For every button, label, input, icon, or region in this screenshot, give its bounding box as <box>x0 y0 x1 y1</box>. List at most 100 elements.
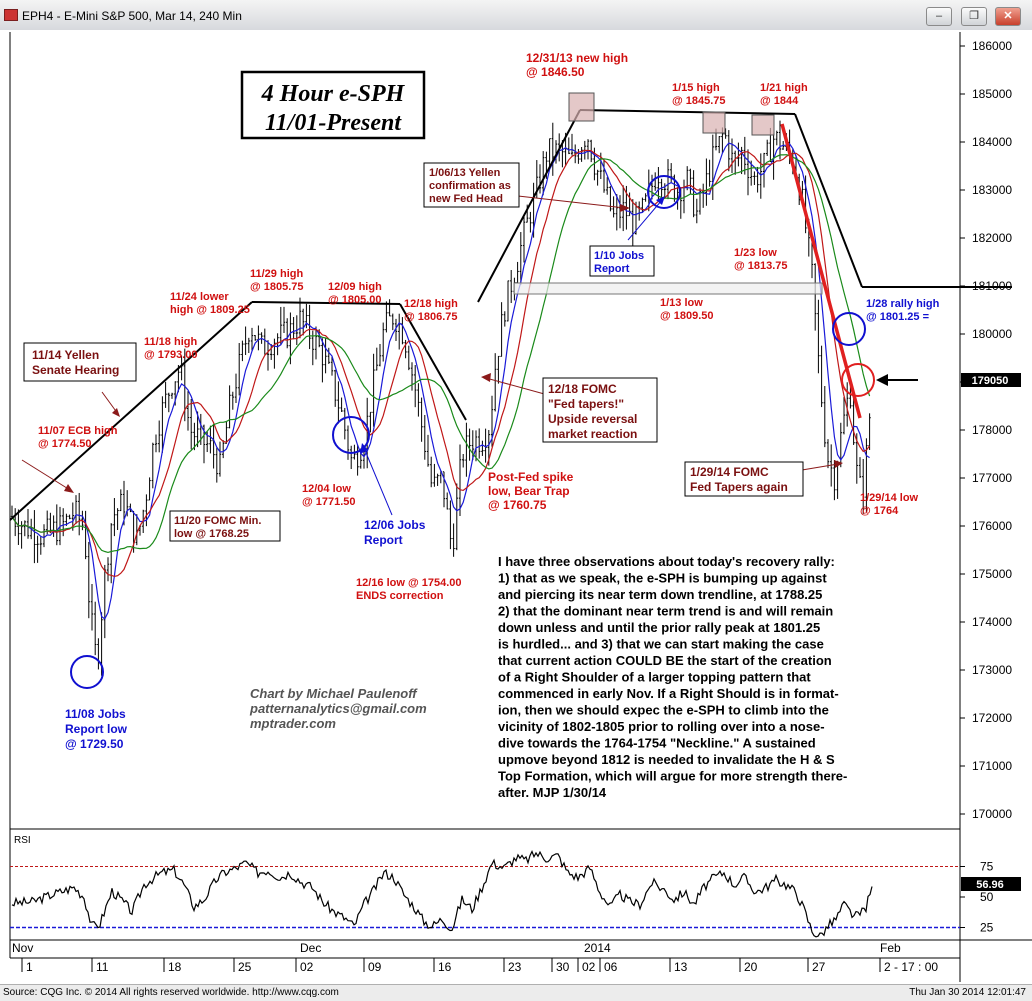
annotation-dec06_jobs: 12/06 Jobs Report <box>364 518 426 547</box>
annotations: 11/07 ECB high @ 1774.50 11/08 Jobs Report … <box>32 51 940 800</box>
jan28-circle <box>832 312 866 346</box>
y-tick-label: 170000 <box>972 807 1012 821</box>
left-shoulder-trendline <box>9 301 253 521</box>
y-tick-label: 176000 <box>972 519 1012 533</box>
annotation-jan29_fomc: 1/29/14 FOMC Fed Tapers again <box>690 465 788 494</box>
annotation-postfed: Post-Fed spike low, Bear Trap @ 1760.75 <box>488 470 574 512</box>
pattern-lines <box>9 92 1012 521</box>
jan06-box <box>423 162 520 208</box>
y-tick-label: 171000 <box>972 759 1012 773</box>
nov14-box <box>23 342 137 382</box>
rsi-last-label: 56.96 <box>976 879 1004 891</box>
last-price-box <box>961 373 1021 387</box>
x-month-label: Feb <box>880 941 901 955</box>
ma-fast <box>11 142 870 620</box>
minimize-button[interactable]: – <box>926 7 952 26</box>
x-day-label: 06 <box>604 960 618 974</box>
chart-app-icon <box>4 9 18 21</box>
dec18-fomc-box <box>542 377 658 443</box>
y-tick-label: 178000 <box>972 423 1012 437</box>
y-tick-label: 180000 <box>972 327 1012 341</box>
x-day-label: 18 <box>168 960 182 974</box>
x-month-label: Dec <box>300 941 321 955</box>
jan10-box <box>589 245 655 277</box>
x-day-label: 13 <box>674 960 688 974</box>
chart-title-line2: 11/01-Present <box>265 110 402 136</box>
annotation-nov20_fomc: 11/20 FOMC Min. low @ 1768.25 <box>174 515 261 540</box>
status-bar: Source: CQG Inc. © 2014 All rights reser… <box>0 984 1032 1001</box>
x-day-label: 25 <box>238 960 252 974</box>
annotation-nov14_yellen: 11/14 Yellen Senate Hearing <box>32 348 119 377</box>
restore-button[interactable]: ❐ <box>961 7 987 26</box>
jan10-circle <box>647 175 681 209</box>
current-price-arrow <box>876 374 888 386</box>
x-day-label: 09 <box>368 960 382 974</box>
annotation-commentary: I have three observations about today's … <box>498 554 847 800</box>
y-tick-label: 182000 <box>972 231 1012 245</box>
dec06-circle <box>332 416 370 454</box>
annotation-dec04_low: 12/04 low @ 1771.50 <box>302 483 356 508</box>
head-up-trendline <box>477 109 581 303</box>
rsi-panel: 25 50 75 <box>10 849 994 938</box>
x-month-label: 2014 <box>584 941 611 955</box>
rsi-tick-label: 50 <box>980 890 994 904</box>
annotation-nov18_high: 11/18 high @ 1793.00 <box>144 336 198 361</box>
chart-title-box <box>240 70 426 140</box>
dec31-high-box <box>568 92 595 122</box>
jan21-high-box <box>751 114 775 136</box>
chart-title-line1: 4 Hour e-SPH <box>261 81 406 107</box>
head-top-line <box>579 109 796 115</box>
annotation-nov07_ecb: 11/07 ECB high @ 1774.50 <box>38 425 118 450</box>
x-day-label: 30 <box>556 960 570 974</box>
y-tick-label: 184000 <box>972 135 1012 149</box>
annotation-jan13_low: 1/13 low @ 1809.50 <box>660 297 714 322</box>
left-shoulder-top-line <box>251 301 401 305</box>
window-titlebar: EPH4 - E-Mini S&P 500, Mar 14, 240 Min –… <box>0 0 1032 31</box>
ma-slow <box>11 154 871 554</box>
nov08-circle <box>70 655 104 689</box>
moving-averages <box>11 142 871 620</box>
x-day-label: 20 <box>744 960 758 974</box>
chart-area: 170000 171000 172000 173000 174000 175000 1760… <box>0 30 1032 984</box>
nov20-box <box>169 510 281 542</box>
last-price-label: 179050 <box>972 375 1009 387</box>
rsi-line <box>11 849 873 938</box>
annotation-jan15_high: 1/15 high @ 1845.75 <box>672 82 726 107</box>
annotation-jan28_rally: 1/28 rally high @ 1801.25 = <box>866 298 940 323</box>
y-tick-label: 175000 <box>972 567 1012 581</box>
annotation-jan10_jobs: 1/10 Jobs Report <box>594 250 644 275</box>
annotation-dec18_high: 12/18 high @ 1806.75 <box>404 298 458 323</box>
status-timestamp: Thu Jan 30 2014 12:01:47 <box>909 987 1026 998</box>
annotation-dec09_high: 12/09 high @ 1805.00 <box>328 281 382 306</box>
x-day-label: 2 - 17 : 00 <box>884 960 938 974</box>
x-day-label: 27 <box>812 960 826 974</box>
annotation-dec16_low: 12/16 low @ 1754.00 ENDS correction <box>356 577 462 602</box>
ma-medium <box>11 149 871 578</box>
annotation-dec31_high: 12/31/13 new high @ 1846.50 <box>526 51 628 79</box>
y-tick-label: 183000 <box>972 183 1012 197</box>
y-tick-label: 185000 <box>972 87 1012 101</box>
annotation-nov29_high: 11/29 high @ 1805.75 <box>250 268 304 293</box>
annotation-jan29_low: 1/29/14 low @ 1764 <box>860 492 919 517</box>
rsi-tick-label: 25 <box>980 921 994 935</box>
annotation-dec18_fomc: 12/18 FOMC "Fed tapers!" Upside reversal ma… <box>548 382 637 441</box>
x-day-label: 02 <box>300 960 314 974</box>
x-day-label: 02 <box>582 960 596 974</box>
window-title: EPH4 - E-Mini S&P 500, Mar 14, 240 Min <box>22 9 242 23</box>
jan29-fomc-box <box>684 461 804 497</box>
annotation-jan06_yellen: 1/06/13 Yellen confirmation as new Fed Hea… <box>429 167 511 205</box>
close-button[interactable]: ✕ <box>995 7 1021 26</box>
y-tick-label: 174000 <box>972 615 1012 629</box>
rsi-last-box <box>961 877 1021 891</box>
x-day-label: 16 <box>438 960 452 974</box>
left-shoulder-down-line <box>399 303 467 421</box>
y-tick-label: 172000 <box>972 711 1012 725</box>
annotation-jan21_high: 1/21 high @ 1844 <box>760 82 808 107</box>
y-tick-label: 173000 <box>972 663 1012 677</box>
jan15-high-box <box>702 111 726 134</box>
status-source: Source: CQG Inc. © 2014 All rights reser… <box>3 987 339 998</box>
markers <box>21 175 918 689</box>
rsi-tick-label: 75 <box>980 860 994 874</box>
head-down-line <box>794 113 863 288</box>
